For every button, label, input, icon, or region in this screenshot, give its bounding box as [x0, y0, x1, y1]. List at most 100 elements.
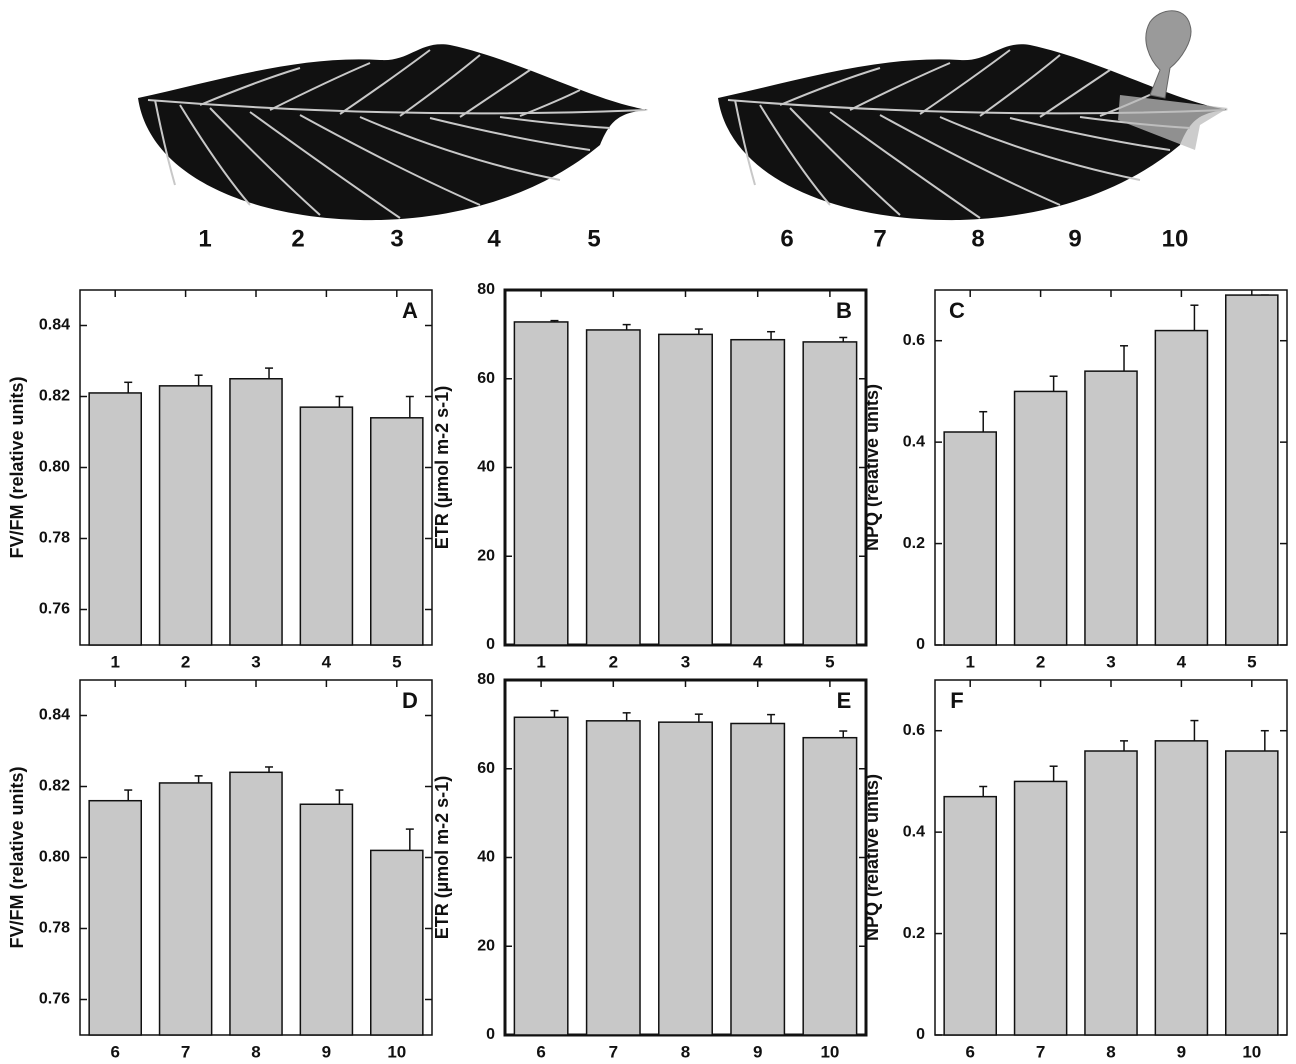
x-tick-label: 3: [681, 652, 690, 671]
x-tick-label: 2: [609, 652, 618, 671]
x-tick-label: 1: [536, 652, 545, 671]
y-tick-label: 0.82: [39, 778, 70, 795]
y-tick-label: 0.84: [39, 317, 70, 334]
y-tick-label: 80: [477, 671, 495, 688]
bar: [658, 333, 713, 646]
x-tick-label: 4: [1177, 652, 1187, 671]
y-tick-label: 0.84: [39, 707, 70, 724]
bar: [1225, 294, 1279, 646]
y-tick-label: 60: [477, 760, 495, 777]
bar: [1084, 370, 1138, 646]
panel-label: C: [949, 298, 965, 323]
bar: [513, 716, 569, 1036]
bar: [370, 417, 424, 646]
y-tick-label: 20: [477, 547, 495, 564]
y-axis-label: FV/FM (relative units): [7, 376, 27, 558]
x-tick-label: 4: [753, 652, 763, 671]
leaf: [137, 43, 649, 222]
bar: [1084, 750, 1138, 1036]
x-tick-label: 4: [322, 652, 332, 671]
x-tick-label: 5: [1247, 652, 1256, 671]
leaf-position-label: 6: [780, 225, 793, 252]
y-tick-label: 20: [477, 937, 495, 954]
bar: [943, 795, 997, 1036]
y-tick-label: 60: [477, 370, 495, 387]
x-tick-label: 1: [965, 652, 974, 671]
x-tick-label: 7: [1036, 1042, 1045, 1061]
bar: [802, 736, 858, 1036]
y-tick-label: 0: [486, 636, 495, 653]
leaf-position-label: 8: [971, 225, 984, 252]
y-tick-label: 0: [916, 1026, 925, 1043]
y-axis-label: NPQ (relative units): [862, 774, 882, 941]
bar: [370, 849, 424, 1036]
y-tick-label: 40: [477, 849, 495, 866]
bar: [585, 329, 641, 646]
bar: [229, 771, 283, 1036]
x-tick-label: 2: [181, 652, 190, 671]
leaf-position-label: 4: [487, 225, 501, 252]
x-tick-label: 3: [1106, 652, 1115, 671]
bar: [585, 720, 641, 1036]
panel-label: A: [402, 298, 418, 323]
panel-label: B: [836, 298, 852, 323]
x-tick-label: 6: [965, 1042, 974, 1061]
y-tick-label: 0.2: [903, 535, 925, 552]
x-tick-label: 3: [251, 652, 260, 671]
x-tick-label: 8: [681, 1042, 690, 1061]
bar: [88, 799, 142, 1036]
panel-label: E: [837, 688, 852, 713]
x-tick-label: 5: [825, 652, 834, 671]
x-tick-label: 9: [322, 1042, 331, 1061]
bar: [299, 406, 354, 646]
bar: [158, 782, 213, 1036]
bar: [513, 321, 569, 646]
leaf-position-label: 9: [1068, 225, 1081, 252]
x-tick-label: 8: [251, 1042, 260, 1061]
bar: [1154, 329, 1209, 646]
y-tick-label: 0.80: [39, 459, 70, 476]
x-tick-label: 10: [1242, 1042, 1261, 1061]
bar: [1013, 780, 1068, 1036]
x-tick-label: 9: [753, 1042, 762, 1061]
y-axis-label: FV/FM (relative units): [7, 766, 27, 948]
leaf-position-label: 5: [587, 225, 600, 252]
bar: [229, 378, 283, 646]
y-axis-label: NPQ (relative units): [862, 384, 882, 551]
x-tick-label: 9: [1177, 1042, 1186, 1061]
y-tick-label: 0: [486, 1026, 495, 1043]
leaf-position-label: 1: [198, 225, 211, 252]
y-tick-label: 0.82: [39, 388, 70, 405]
bar: [88, 392, 142, 646]
x-tick-label: 2: [1036, 652, 1045, 671]
x-tick-label: 5: [392, 652, 401, 671]
y-tick-label: 0.80: [39, 849, 70, 866]
leaf-position-label: 7: [873, 225, 886, 252]
x-tick-label: 6: [110, 1042, 119, 1061]
x-tick-label: 8: [1106, 1042, 1115, 1061]
x-tick-label: 10: [387, 1042, 406, 1061]
y-tick-label: 0.2: [903, 925, 925, 942]
leaf-position-label: 3: [390, 225, 403, 252]
bar: [802, 341, 858, 646]
bar: [1013, 390, 1068, 646]
bar: [158, 385, 213, 646]
infected-area: [1118, 95, 1228, 150]
y-tick-label: 0.6: [903, 332, 925, 349]
y-tick-label: 0.76: [39, 601, 70, 618]
x-tick-label: 6: [536, 1042, 545, 1061]
bar: [1225, 750, 1279, 1036]
y-axis-label: ETR (µmol m-2 s-1): [432, 776, 452, 939]
y-tick-label: 0.76: [39, 991, 70, 1008]
bar: [1154, 740, 1209, 1036]
y-tick-label: 40: [477, 459, 495, 476]
y-tick-label: 0.78: [39, 920, 70, 937]
bar: [658, 721, 713, 1036]
leaf-position-label: 10: [1162, 225, 1189, 252]
x-tick-label: 10: [820, 1042, 839, 1061]
y-tick-label: 80: [477, 281, 495, 298]
leaf-position-label: 2: [291, 225, 304, 252]
y-tick-label: 0.6: [903, 722, 925, 739]
panel-label: F: [950, 688, 963, 713]
